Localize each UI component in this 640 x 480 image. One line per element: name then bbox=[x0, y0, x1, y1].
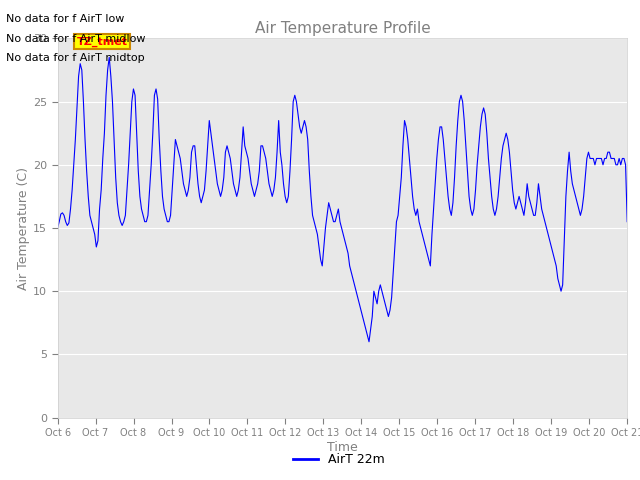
Title: Air Temperature Profile: Air Temperature Profile bbox=[255, 21, 430, 36]
Y-axis label: Air Temperature (C): Air Temperature (C) bbox=[17, 167, 30, 289]
Legend: AirT 22m: AirT 22m bbox=[289, 448, 390, 471]
X-axis label: Time: Time bbox=[327, 441, 358, 454]
Text: No data for f AirT low: No data for f AirT low bbox=[6, 14, 125, 24]
Text: TZ_tmet: TZ_tmet bbox=[77, 37, 127, 47]
Text: No data for f AirT midlow: No data for f AirT midlow bbox=[6, 34, 146, 44]
Text: No data for f AirT midtop: No data for f AirT midtop bbox=[6, 53, 145, 63]
